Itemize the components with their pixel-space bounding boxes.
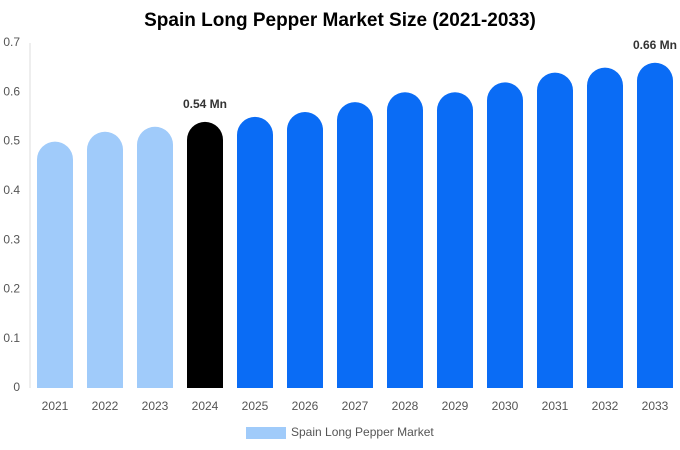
bar xyxy=(237,116,273,388)
bar xyxy=(87,131,123,388)
y-tick-label: 0.6 xyxy=(3,84,20,98)
x-tick-label: 2021 xyxy=(42,399,69,413)
bar xyxy=(587,67,623,388)
bar xyxy=(187,121,223,388)
bar xyxy=(37,141,73,388)
legend-swatch xyxy=(246,427,286,439)
value-label: 0.54 Mn xyxy=(183,97,227,111)
y-tick-label: 0.7 xyxy=(3,35,20,49)
bar xyxy=(137,126,173,388)
x-tick-label: 2032 xyxy=(592,399,619,413)
x-tick-label: 2033 xyxy=(642,399,669,413)
y-tick-label: 0.1 xyxy=(3,331,20,345)
bar xyxy=(637,62,673,388)
chart-title: Spain Long Pepper Market Size (2021-2033… xyxy=(144,10,536,31)
x-tick-label: 2029 xyxy=(442,399,469,413)
x-tick-label: 2028 xyxy=(392,399,419,413)
x-tick-label: 2030 xyxy=(492,399,519,413)
x-tick-label: 2023 xyxy=(142,399,169,413)
bar xyxy=(387,92,423,389)
x-tick-label: 2027 xyxy=(342,399,369,413)
y-tick-label: 0.3 xyxy=(3,232,20,246)
x-tick-label: 2022 xyxy=(92,399,119,413)
y-tick-label: 0.4 xyxy=(3,183,20,197)
x-tick-label: 2024 xyxy=(192,399,219,413)
bar xyxy=(337,102,373,389)
x-tick-label: 2025 xyxy=(242,399,269,413)
legend-label: Spain Long Pepper Market xyxy=(291,425,434,439)
x-tick-label: 2031 xyxy=(542,399,569,413)
y-tick-label: 0 xyxy=(13,380,20,394)
y-tick-label: 0.2 xyxy=(3,282,20,296)
bar xyxy=(287,112,323,388)
y-tick-label: 0.5 xyxy=(3,134,20,148)
x-tick-label: 2026 xyxy=(292,399,319,413)
value-label: 0.66 Mn xyxy=(633,38,677,52)
bar xyxy=(487,82,523,388)
bar xyxy=(537,72,573,389)
bar xyxy=(437,92,473,389)
